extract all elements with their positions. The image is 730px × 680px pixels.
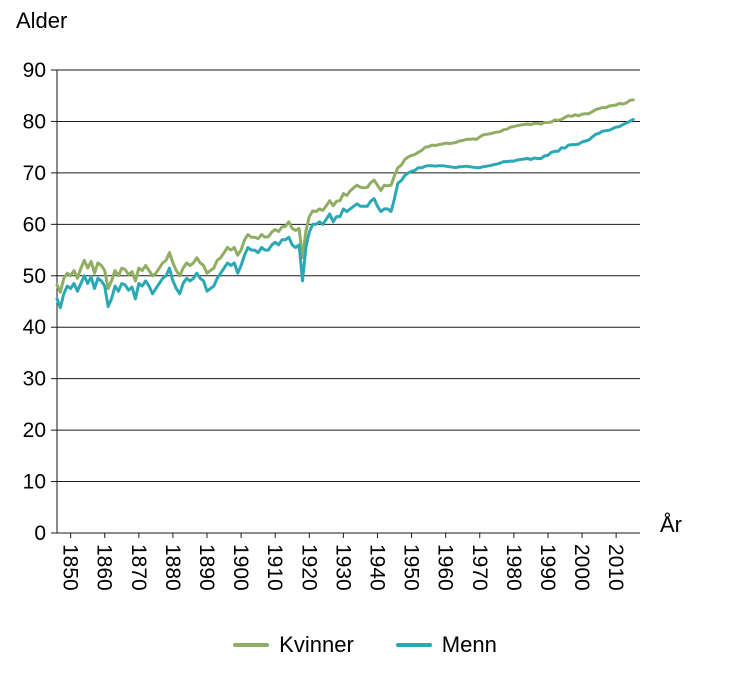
x-tick-label: 1990 — [536, 544, 559, 591]
y-tick-label: 90 — [23, 59, 46, 82]
y-tick-label: 0 — [34, 522, 46, 545]
kvinner-line — [55, 98, 635, 294]
y-tick-label: 40 — [23, 316, 46, 339]
y-tick-label: 10 — [23, 471, 46, 494]
x-tick-label: 1970 — [468, 544, 491, 591]
kvinner-line-swatch — [233, 643, 270, 647]
legend: Kvinner Menn — [0, 632, 730, 658]
x-tick-label: 1960 — [434, 544, 457, 591]
legend-item-menn: Menn — [395, 632, 497, 658]
y-tick-label: 30 — [23, 368, 46, 391]
x-tick-label: 1930 — [331, 544, 354, 591]
legend-label-kvinner: Kvinner — [279, 632, 354, 657]
x-tick-label: 1890 — [195, 544, 218, 591]
y-tick-label: 20 — [23, 419, 46, 442]
y-axis-title: Alder — [16, 8, 68, 33]
y-tick-label: 50 — [23, 265, 46, 288]
x-axis-title: År — [660, 512, 682, 537]
x-tick-label: 1850 — [59, 544, 82, 591]
y-tick-label: 70 — [23, 162, 46, 185]
x-tick-label: 1870 — [127, 544, 150, 591]
x-tick-label: 1920 — [297, 544, 320, 591]
legend-label-menn: Menn — [441, 632, 497, 657]
x-tick-label: 1910 — [263, 544, 286, 591]
x-tick-label: 1950 — [400, 544, 423, 591]
y-tick-label: 60 — [23, 213, 46, 236]
x-tick-label: 1980 — [502, 544, 525, 591]
menn-line — [55, 117, 635, 310]
x-tick-label: 1880 — [161, 544, 184, 591]
y-tick-label: 80 — [23, 110, 46, 133]
x-tick-label: 2000 — [570, 544, 593, 591]
legend-item-kvinner: Kvinner — [233, 632, 354, 658]
x-tick-label: 1900 — [229, 544, 252, 591]
x-tick-label: 2010 — [604, 544, 627, 591]
x-tick-label: 1940 — [365, 544, 388, 591]
x-tick-label: 1860 — [93, 544, 116, 591]
menn-line-swatch — [395, 643, 432, 647]
